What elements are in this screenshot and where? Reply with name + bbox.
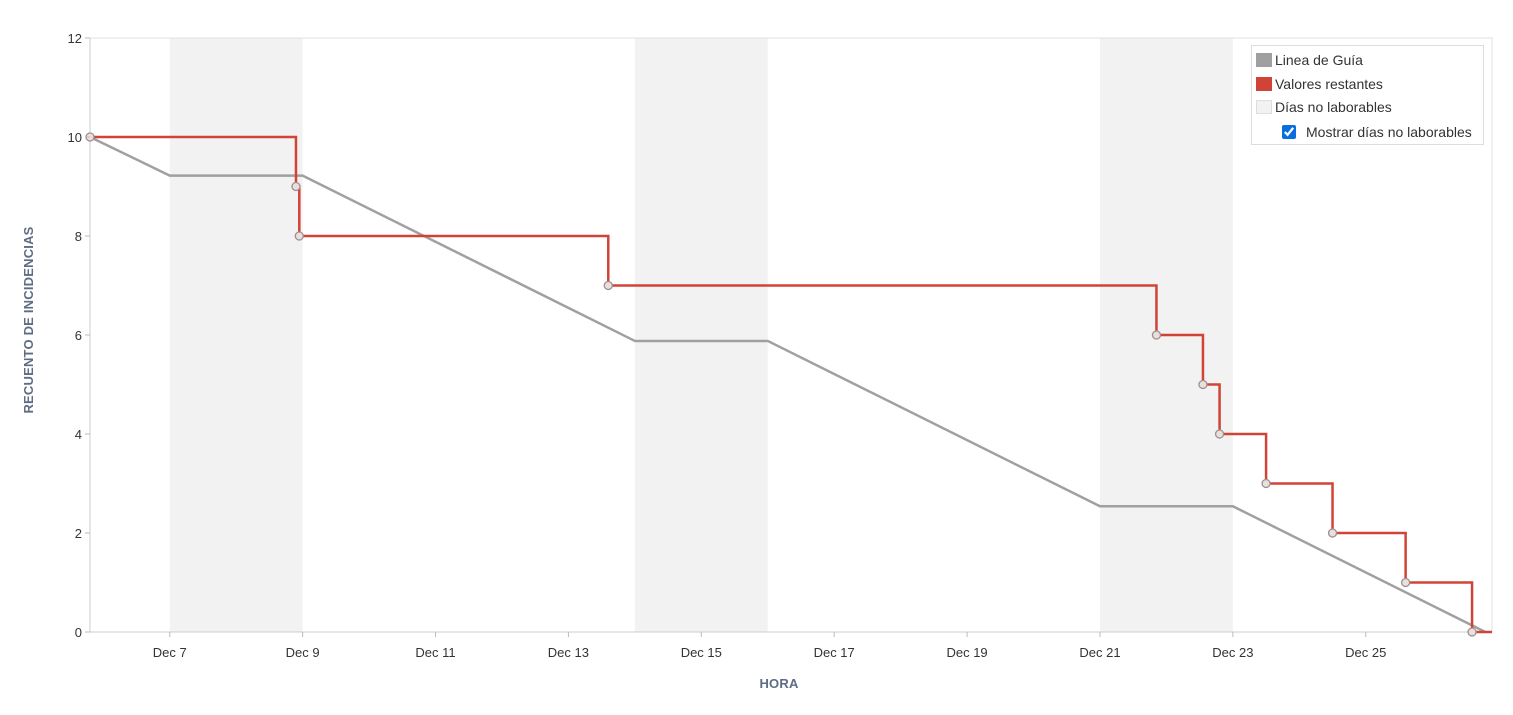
non-working-band-0 (170, 38, 303, 632)
x-tick-label: Dec 9 (286, 645, 320, 660)
y-axis-title: RECUENTO DE INCIDENCIAS (21, 226, 36, 413)
y-tick-label: 8 (75, 229, 82, 244)
remaining-point[interactable] (295, 232, 303, 240)
x-tick-label: Dec 19 (946, 645, 987, 660)
remaining-point[interactable] (1262, 480, 1270, 488)
legend-item-remaining-values: Valores restantes (1256, 75, 1383, 93)
x-tick-label: Dec 7 (153, 645, 187, 660)
remaining-point[interactable] (1402, 579, 1410, 587)
x-tick-label: Dec 21 (1079, 645, 1120, 660)
show-non-working-days-toggle[interactable]: Mostrar días no laborables (1282, 123, 1472, 141)
legend-label-remaining-values: Valores restantes (1275, 76, 1383, 92)
x-tick-label: Dec 11 (415, 645, 455, 660)
y-tick-label: 0 (75, 625, 82, 640)
non-working-band-1 (635, 38, 768, 632)
x-axis-title: HORA (759, 676, 798, 691)
remaining-point[interactable] (604, 282, 612, 290)
legend-item-guide-line: Linea de Guía (1256, 51, 1363, 69)
show-non-working-days-label: Mostrar días no laborables (1306, 124, 1472, 140)
y-tick-label: 6 (75, 328, 82, 343)
x-tick-label: Dec 17 (814, 645, 855, 660)
remaining-point[interactable] (1199, 381, 1207, 389)
legend-swatch-guide-line (1256, 53, 1272, 67)
y-tick-label: 2 (75, 526, 82, 541)
x-tick-label: Dec 13 (548, 645, 589, 660)
y-tick-label: 10 (68, 130, 82, 145)
remaining-point[interactable] (292, 183, 300, 191)
remaining-point[interactable] (1216, 430, 1224, 438)
show-non-working-days-checkbox[interactable] (1282, 125, 1296, 139)
x-tick-label: Dec 15 (681, 645, 722, 660)
remaining-point[interactable] (1329, 529, 1337, 537)
x-axis-ticks: Dec 7 Dec 9 Dec 11 Dec 13 Dec 15 Dec 17 Dec 19… (153, 632, 1387, 660)
x-tick-label: Dec 23 (1212, 645, 1253, 660)
y-tick-label: 4 (75, 427, 82, 442)
y-axis-ticks: 0 2 4 6 8 10 12 (68, 31, 90, 640)
remaining-point[interactable] (1468, 628, 1476, 636)
legend-swatch-remaining-values (1256, 77, 1272, 91)
legend-item-non-working-days: Días no laborables (1256, 98, 1392, 116)
non-working-bands (170, 38, 1233, 632)
legend-label-non-working-days: Días no laborables (1275, 99, 1392, 115)
remaining-point[interactable] (1152, 331, 1160, 339)
x-tick-label: Dec 25 (1345, 645, 1386, 660)
y-tick-label: 12 (68, 31, 82, 46)
legend-label-guide-line: Linea de Guía (1275, 52, 1363, 68)
chart-legend: Linea de Guía Valores restantes Días no … (1251, 45, 1484, 145)
legend-swatch-non-working-days (1256, 100, 1272, 114)
